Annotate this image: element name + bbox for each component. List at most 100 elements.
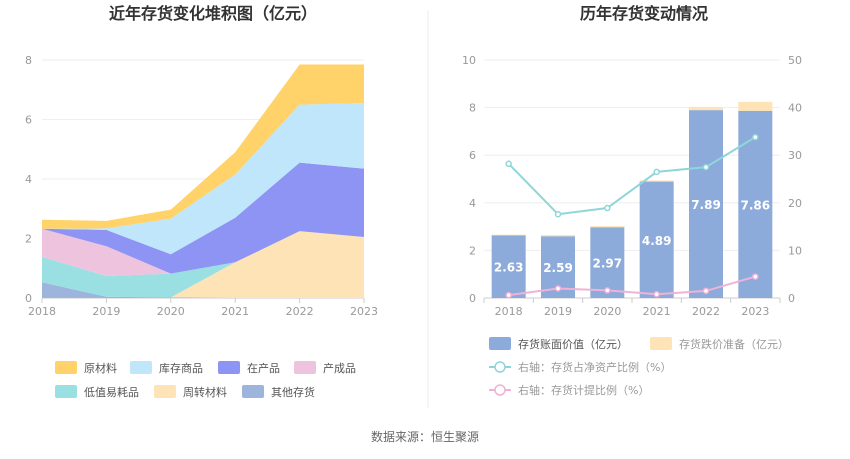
left-legend-item[interactable]: 在产品 — [218, 361, 280, 375]
left-y-tick-label: 6 — [25, 114, 32, 127]
bar-value-label: 2.97 — [593, 257, 623, 271]
right-y-axis-left: 0 2 4 6 8 10 — [462, 54, 476, 305]
legend-swatch — [218, 361, 240, 374]
left-legend-item[interactable]: 产成品 — [294, 361, 356, 375]
area-layer — [42, 64, 364, 229]
legend-swatch — [130, 361, 152, 374]
legend-label: 周转材料 — [183, 385, 227, 399]
inventory-bar — [639, 181, 674, 298]
left-legend-item[interactable]: 原材料 — [55, 361, 117, 375]
right-legend-item[interactable]: 右轴：存货计提比例（%） — [489, 383, 649, 397]
right-lines — [505, 133, 759, 299]
left-x-tick-label: 2019 — [92, 305, 120, 318]
right-x-tick-label: 2020 — [593, 305, 621, 318]
net-asset-ratio-line — [507, 136, 756, 216]
left-legend-item[interactable]: 周转材料 — [154, 385, 227, 399]
right-grid — [484, 59, 780, 299]
left-legend-item[interactable]: 低值易耗品 — [55, 385, 139, 399]
line-point — [604, 287, 611, 294]
bar-value-label: 2.63 — [494, 261, 524, 275]
legend-marker — [494, 361, 506, 373]
right-y-axis-right: 0 10 20 30 40 50 — [788, 54, 802, 305]
right-chart-title: 历年存货变动情况 — [580, 4, 708, 23]
left-legend-item[interactable]: 其他存货 — [242, 385, 315, 399]
line-point — [653, 290, 660, 298]
inventory-bar — [491, 235, 526, 298]
right-legend-item[interactable]: 存货跌价准备（亿元） — [650, 337, 789, 351]
legend-label: 存货跌价准备（亿元） — [679, 337, 789, 351]
right-x-tick-label: 2018 — [495, 305, 523, 318]
line-point — [554, 210, 562, 218]
legend-swatch — [294, 361, 316, 374]
line-point — [505, 291, 512, 299]
right-y2-tick-label: 10 — [788, 244, 802, 257]
area-layer — [42, 103, 364, 255]
source-note: 数据来源：恒生聚源 — [371, 429, 479, 444]
right-y2-tick-label: 50 — [788, 54, 802, 67]
left-x-axis: 2018 2019 2020 2021 2022 2023 — [28, 298, 378, 318]
impairment-bar — [590, 226, 625, 228]
right-y-tick-label: 8 — [469, 102, 476, 115]
bar-value-label: 7.86 — [741, 198, 771, 212]
legend-label: 产成品 — [323, 361, 356, 375]
right-legend: 存货账面价值（亿元） 存货跌价准备（亿元） 右轴：存货占净资产比例（%） 右轴：存货计… — [489, 337, 789, 397]
legend-swatch — [55, 385, 77, 398]
legend-swatch — [650, 337, 672, 350]
left-x-tick-label: 2022 — [286, 305, 314, 318]
left-y-tick-label: 2 — [25, 233, 32, 246]
left-y-tick-label: 8 — [25, 54, 32, 67]
right-x-axis: 2018 2019 2020 2021 2022 2023 — [483, 298, 781, 318]
legend-swatch — [242, 385, 264, 398]
area-layer — [42, 231, 364, 298]
line-point — [752, 133, 759, 141]
inventory-bar — [590, 227, 625, 298]
impairment-bar — [689, 106, 723, 111]
line-point — [554, 285, 562, 292]
impairment-bar — [541, 234, 575, 237]
legend-swatch — [489, 337, 511, 350]
right-y-tick-label: 6 — [469, 149, 476, 162]
inventory-bar — [738, 110, 773, 298]
right-y-tick-label: 4 — [469, 197, 476, 210]
line-point — [752, 273, 759, 280]
line-point — [604, 204, 611, 212]
left-y-tick-label: 4 — [25, 173, 32, 186]
legend-swatch — [55, 361, 77, 374]
left-y-tick-label: 0 — [25, 292, 32, 305]
right-x-tick-label: 2021 — [643, 305, 671, 318]
line-point — [505, 160, 512, 168]
left-area-layers — [42, 64, 364, 298]
area-layer — [42, 228, 364, 276]
line-point — [702, 287, 710, 295]
line-point — [653, 168, 660, 176]
right-bars: 2.63 2.59 2.97 4.89 7.89 7.86 — [491, 101, 773, 298]
right-legend-item[interactable]: 存货账面价值（亿元） — [489, 337, 628, 351]
right-y-tick-label: 0 — [469, 292, 476, 305]
legend-label: 其他存货 — [271, 385, 315, 399]
legend-marker — [494, 384, 506, 396]
left-legend-item[interactable]: 库存商品 — [130, 361, 203, 375]
left-x-tick-label: 2018 — [28, 305, 56, 318]
legend-label: 原材料 — [84, 361, 117, 375]
right-y2-tick-label: 20 — [788, 197, 802, 210]
legend-label: 低值易耗品 — [84, 386, 139, 399]
right-y-tick-label: 2 — [469, 244, 476, 257]
provision-ratio-line — [508, 275, 756, 297]
left-x-tick-label: 2023 — [350, 305, 378, 318]
right-legend-item[interactable]: 右轴：存货占净资产比例（%） — [489, 360, 671, 374]
legend-label: 库存商品 — [159, 361, 203, 375]
right-x-tick-label: 2022 — [692, 305, 720, 318]
legend-label: 右轴：存货计提比例（%） — [518, 383, 649, 397]
right-y2-tick-label: 30 — [788, 149, 802, 162]
right-y-tick-label: 10 — [462, 54, 476, 67]
left-y-axis: 0 2 4 6 8 — [25, 54, 32, 305]
right-x-tick-label: 2023 — [741, 305, 769, 318]
bar-value-label: 4.89 — [642, 234, 672, 248]
inventory-bar — [689, 110, 723, 298]
left-chart-title: 近年存货变化堆积图（亿元） — [109, 4, 317, 23]
bar-value-label: 2.59 — [543, 261, 573, 275]
right-y2-tick-label: 0 — [788, 292, 795, 305]
impairment-bar — [491, 234, 526, 236]
inventory-bar-line-chart: 历年存货变动情况 2.63 2.59 2.97 4.89 7.89 7.86 0 2 4 6 8 1… — [462, 4, 802, 397]
